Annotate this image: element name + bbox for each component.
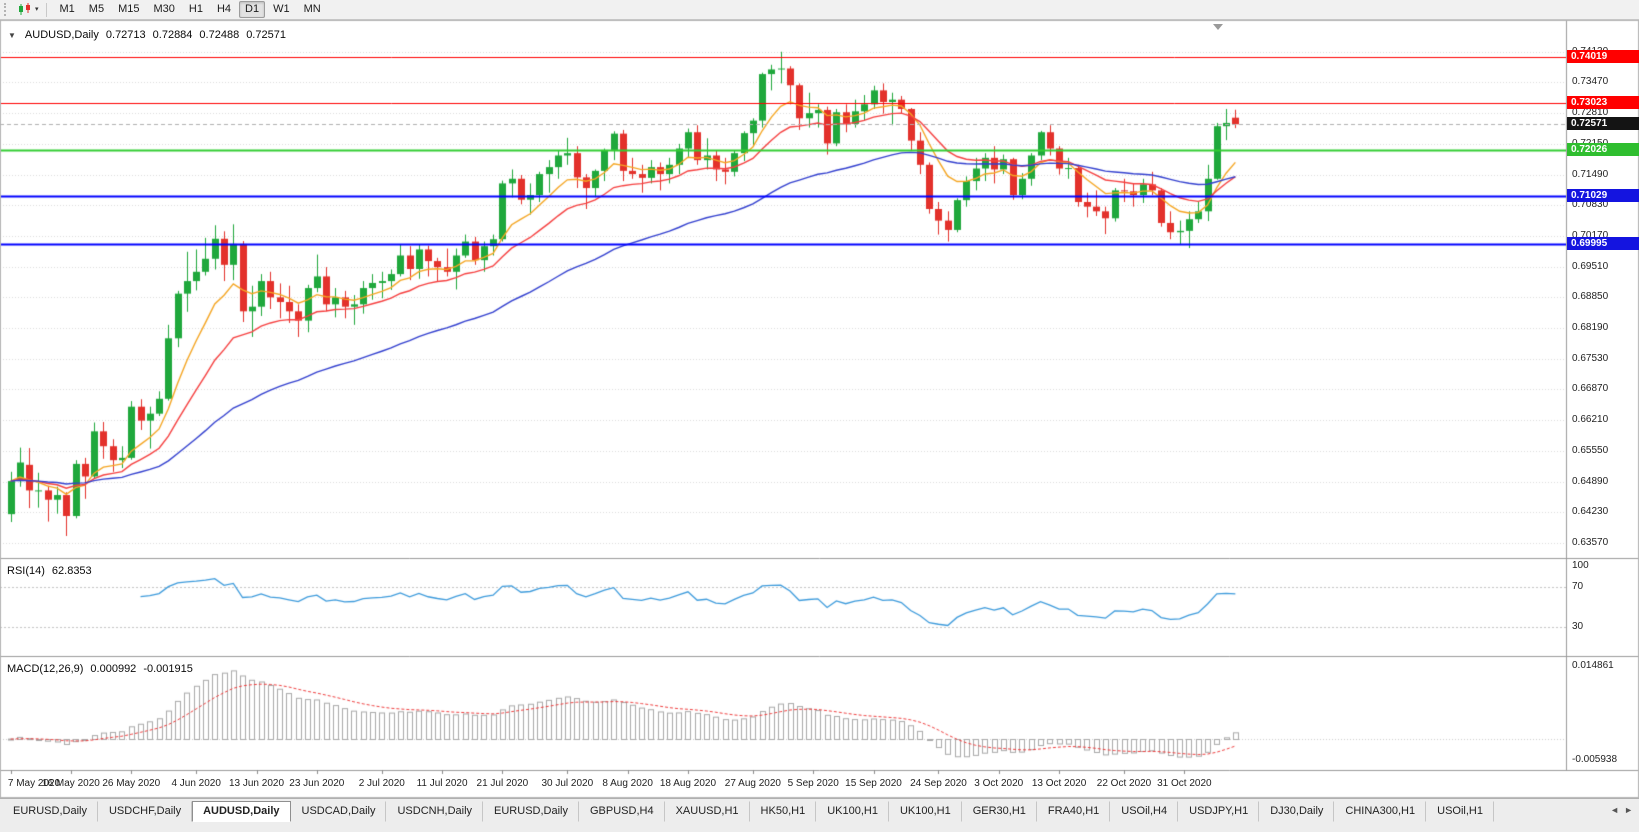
- chart-tab-uk100-h1[interactable]: UK100,H1: [889, 801, 962, 822]
- chart-tab-eurusd-daily[interactable]: EURUSD,Daily: [483, 801, 579, 822]
- timeframe-button-m30[interactable]: M30: [153, 3, 175, 15]
- toolbar-separator: [45, 2, 47, 17]
- timeframe-button-w1[interactable]: W1: [273, 3, 290, 15]
- chart-tab-bar: EURUSD,Daily USDCHF,Daily AUDUSD,Daily USDC…: [0, 798, 1639, 832]
- chart-tab-usoil-h1[interactable]: USOil,H1: [1426, 801, 1494, 822]
- chart-tab-usdjpy-h1[interactable]: USDJPY,H1: [1178, 801, 1260, 822]
- chart-tab-hk50-h1[interactable]: HK50,H1: [750, 801, 817, 822]
- chart-tab-dj30-daily[interactable]: DJ30,Daily: [1259, 801, 1335, 822]
- chart-tabs: EURUSD,Daily USDCHF,Daily AUDUSD,Daily USDC…: [0, 801, 1606, 823]
- chart-tab-uk100-h1[interactable]: UK100,H1: [816, 801, 889, 822]
- timeframe-button-m1[interactable]: M1: [59, 3, 75, 15]
- chart-tab-usdcnh-daily[interactable]: USDCNH,Daily: [386, 801, 484, 822]
- chart-tab-audusd-daily[interactable]: AUDUSD,Daily: [192, 801, 291, 822]
- candlestick-chart-canvas[interactable]: [0, 20, 1639, 798]
- candlestick-chart-icon: [19, 3, 30, 15]
- chart-tab-usdchf-daily[interactable]: USDCHF,Daily: [98, 801, 193, 822]
- chart-tab-usoil-h4[interactable]: USOil,H4: [1110, 801, 1179, 822]
- timeframe-button-h4[interactable]: H4: [216, 3, 232, 15]
- chevron-down-icon: ▾: [35, 6, 39, 13]
- chart-tab-china300-h1[interactable]: CHINA300,H1: [1334, 801, 1427, 822]
- timeframe-button-group: M1 M5 M15 M30 H1 H4 D1 W1 MN: [53, 1, 328, 18]
- chart-window: ▼ AUDUSD,Daily 0.72713 0.72884 0.72488 0…: [0, 20, 1639, 798]
- timeframe-button-m15[interactable]: M15: [118, 3, 140, 15]
- chart-tab-xauusd-h1[interactable]: XAUUSD,H1: [665, 801, 750, 822]
- toolbar: ▾ M1 M5 M15 M30 H1 H4 D1 W1 MN: [0, 0, 1639, 20]
- timeframe-button-d1[interactable]: D1: [239, 1, 266, 18]
- tab-scroll-right-button[interactable]: ►: [1624, 805, 1633, 815]
- timeframe-button-m5[interactable]: M5: [88, 3, 105, 15]
- tab-scroll-buttons: ◄ ►: [1606, 801, 1639, 815]
- chart-tab-usdcad-daily[interactable]: USDCAD,Daily: [291, 801, 387, 822]
- toolbar-drag-handle[interactable]: [4, 3, 10, 16]
- chart-tab-gbpusd-h4[interactable]: GBPUSD,H4: [579, 801, 665, 822]
- timeframe-button-mn[interactable]: MN: [303, 3, 321, 15]
- chart-tab-fra40-h1[interactable]: FRA40,H1: [1037, 801, 1111, 822]
- chart-type-button[interactable]: ▾: [15, 2, 42, 17]
- tab-scroll-left-button[interactable]: ◄: [1610, 805, 1620, 815]
- chart-tab-eurusd-daily[interactable]: EURUSD,Daily: [2, 801, 98, 822]
- timeframe-button-h1[interactable]: H1: [188, 3, 203, 15]
- chart-tab-ger30-h1[interactable]: GER30,H1: [962, 801, 1037, 822]
